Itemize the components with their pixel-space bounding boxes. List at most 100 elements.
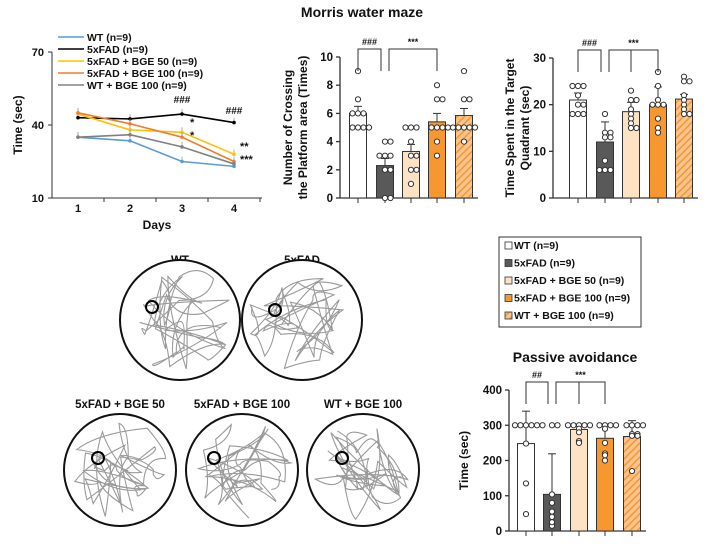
data-point [607, 134, 614, 141]
y-tick-label: 0 [327, 193, 333, 205]
data-point [654, 129, 662, 136]
y-tick-label: 70 [32, 47, 44, 59]
platform-marker [207, 451, 221, 465]
data-point [633, 96, 640, 104]
data-point [522, 480, 530, 487]
data-point [654, 82, 662, 90]
y-tick-label: 30 [533, 53, 546, 65]
data-point [232, 152, 236, 156]
data-point [596, 166, 603, 174]
significance-label: * [190, 117, 195, 129]
data-point [387, 166, 394, 173]
data-point [460, 96, 468, 103]
data-point [686, 110, 693, 118]
data-point [627, 87, 635, 94]
data-point [433, 124, 441, 131]
bar-wt-bge-100 [623, 436, 641, 532]
x-axis-label: Days [143, 218, 172, 232]
data-point [402, 124, 409, 131]
y-tick-label: 10 [32, 193, 44, 205]
data-point [601, 110, 609, 118]
data-point [433, 138, 441, 145]
platform-marker [145, 300, 159, 314]
data-point [76, 111, 80, 115]
data-point [349, 110, 356, 117]
data-point [522, 510, 530, 518]
data-point [601, 452, 609, 459]
significance-label: * [190, 130, 195, 142]
legend-label: 5xFAD + BGE 50 (n=9) [514, 275, 624, 287]
data-point [627, 124, 635, 132]
data-point [586, 422, 594, 429]
x-tick-label: 4 [231, 203, 238, 215]
swim-path [313, 428, 409, 520]
data-point [601, 157, 609, 164]
legend-swatch [504, 241, 513, 250]
data-point [76, 115, 80, 120]
data-point [574, 110, 582, 118]
y-tick-label: 20 [533, 100, 546, 112]
data-point [601, 425, 609, 432]
data-point [680, 110, 688, 118]
data-point [623, 422, 630, 429]
data-point [517, 422, 524, 429]
significance-label: ## [532, 370, 542, 380]
bar-wt [517, 443, 535, 532]
swim-path [73, 422, 166, 517]
y-tick-label: 0 [496, 526, 502, 538]
data-point [76, 135, 80, 139]
data-point [413, 166, 420, 173]
significance-bracket [357, 48, 382, 71]
data-point [607, 166, 614, 174]
data-point [686, 78, 693, 85]
data-point [387, 194, 394, 202]
data-point [580, 101, 587, 108]
maze-label: 5xFAD + BGE 100 [194, 399, 290, 411]
data-point [407, 152, 415, 159]
data-point [365, 124, 373, 131]
data-point [413, 152, 420, 159]
maze-label: 5xFAD + BGE 50 [75, 399, 165, 411]
data-point [627, 96, 635, 104]
data-point [354, 110, 362, 117]
data-point [601, 457, 609, 464]
legend-label: 5xFAD (n=9) [514, 258, 575, 270]
significance-label: *** [240, 154, 254, 166]
data-point [460, 124, 468, 131]
data-point [466, 96, 473, 103]
data-point [574, 101, 582, 108]
data-point [569, 110, 576, 118]
significance-label: *** [408, 37, 419, 47]
data-point [433, 96, 441, 103]
data-point [596, 422, 603, 429]
legend-swatch [504, 311, 513, 320]
y-axis-label: Time Spent in the Target [503, 59, 517, 198]
platform-marker [91, 451, 105, 465]
data-point [654, 101, 662, 108]
data-point [548, 513, 556, 521]
data-point [439, 124, 446, 131]
series-line-0 [77, 136, 235, 168]
data-point [575, 439, 583, 446]
data-point [601, 439, 609, 446]
data-point [533, 422, 541, 429]
data-point [574, 82, 582, 90]
data-point [466, 124, 473, 131]
bar-wt [569, 99, 587, 199]
data-point [381, 152, 389, 159]
data-point [522, 440, 530, 447]
legend-label: 5xFAD + BGE 100 (n=9) [87, 68, 203, 80]
data-point [413, 124, 420, 131]
y-tick-label: 8 [327, 80, 334, 92]
y-axis-label: Number of Crossing [281, 70, 295, 185]
legend-swatch [504, 259, 513, 267]
data-point [569, 82, 576, 90]
data-point [554, 422, 561, 429]
data-point [376, 152, 383, 159]
data-point [634, 432, 641, 439]
figure-title: Morris water maze [301, 4, 423, 20]
legend-label: 5xFAD + BGE 50 (n=9) [87, 56, 197, 68]
data-point [407, 138, 415, 145]
data-point [580, 110, 587, 118]
